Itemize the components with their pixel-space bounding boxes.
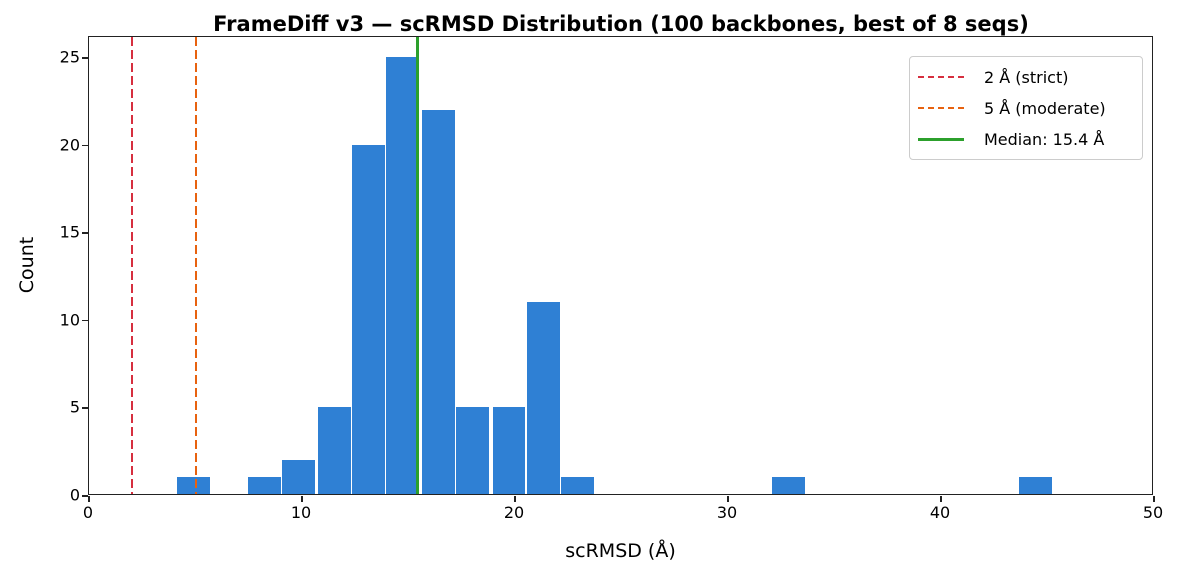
y-axis-label: Count <box>16 236 38 294</box>
histogram-bar <box>491 406 527 494</box>
legend-item: Median: 15.4 Å <box>918 127 1104 151</box>
x-axis-label: scRMSD (Å) <box>565 540 676 562</box>
x-tick-label: 30 <box>716 503 738 522</box>
y-tick <box>82 57 88 59</box>
histogram-bar <box>421 108 457 494</box>
reference-line <box>130 37 133 494</box>
histogram-bar <box>176 476 212 494</box>
y-tick-label: 10 <box>59 310 80 330</box>
histogram-bar <box>455 406 491 494</box>
histogram-bar <box>1017 476 1053 494</box>
histogram-bar <box>385 56 420 494</box>
histogram-bar <box>316 406 352 494</box>
x-tick-label: 10 <box>290 503 312 522</box>
histogram-bar <box>770 476 806 494</box>
y-tick-label: 15 <box>59 222 80 242</box>
histogram-bar <box>246 476 282 494</box>
reference-line <box>415 37 419 494</box>
y-tick <box>82 319 88 322</box>
y-tick <box>82 144 88 147</box>
x-tick <box>727 496 729 502</box>
x-tick <box>88 496 90 502</box>
legend: 2 Å (strict) 5 Å (moderate) Median: 15.4 Å <box>909 56 1143 160</box>
solid-line-icon <box>918 137 964 141</box>
y-tick <box>82 495 88 497</box>
x-tick <box>1153 496 1155 502</box>
x-tick-label: 40 <box>929 503 951 522</box>
histogram-bar <box>350 143 386 494</box>
x-tick <box>301 496 303 502</box>
y-tick <box>82 232 88 234</box>
y-tick-label: 25 <box>59 47 80 67</box>
dashed-line-icon <box>918 107 964 109</box>
histogram-bar <box>525 301 561 494</box>
x-tick-label: 0 <box>82 503 94 522</box>
y-tick-label: 0 <box>69 485 80 505</box>
x-tick-label: 20 <box>503 503 525 522</box>
x-tick <box>514 496 516 502</box>
y-tick <box>82 407 88 409</box>
chart-title: FrameDiff v3 — scRMSD Distribution (100 … <box>213 12 1029 36</box>
plot-area <box>82 36 1155 502</box>
histogram-bar <box>559 476 595 494</box>
legend-item: 2 Å (strict) <box>918 65 1068 89</box>
legend-label: 2 Å (strict) <box>984 67 1069 87</box>
x-tick <box>940 496 942 502</box>
legend-item: 5 Å (moderate) <box>918 96 1106 120</box>
x-tick-label: 50 <box>1142 503 1164 522</box>
legend-label: 5 Å (moderate) <box>984 98 1106 118</box>
dashed-line-icon <box>918 76 964 78</box>
reference-line <box>194 37 197 494</box>
histogram-bar <box>280 458 316 494</box>
y-tick-label: 20 <box>59 135 80 155</box>
y-tick-label: 5 <box>69 397 80 417</box>
legend-label: Median: 15.4 Å <box>984 129 1105 149</box>
